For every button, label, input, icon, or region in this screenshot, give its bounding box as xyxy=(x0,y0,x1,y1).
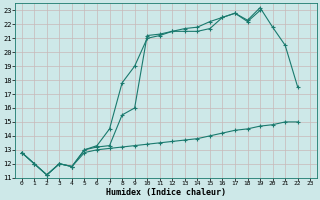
X-axis label: Humidex (Indice chaleur): Humidex (Indice chaleur) xyxy=(106,188,226,197)
